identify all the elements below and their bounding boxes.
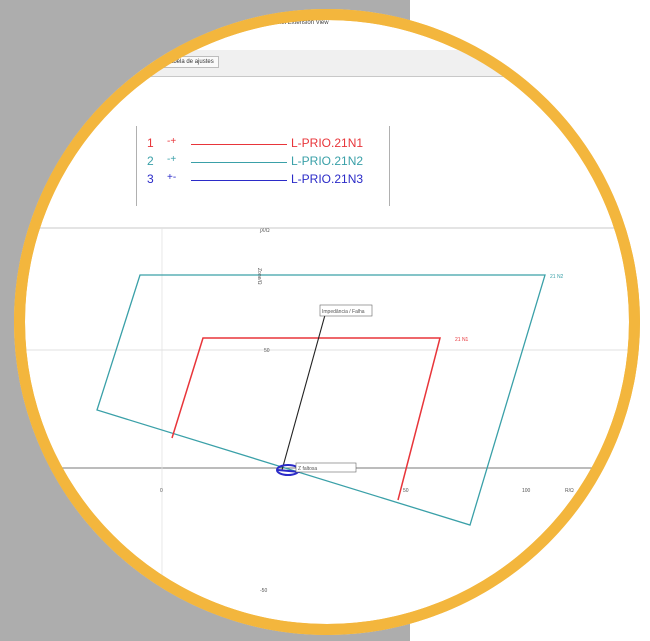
magnifier-lens: Tablet Extension View Tabela de ajustes (14, 9, 640, 635)
legend-item-label: L-PRIO.21N3 (291, 172, 364, 186)
legend: 1 -+ L-PRIO.21N1 2 -+ L-PRIO.21N2 3 +- L… (136, 126, 390, 206)
origin-box (295, 462, 357, 473)
zone2-polygon (96, 274, 546, 526)
legend-item-line (191, 180, 287, 181)
x-axis-label: R/Ω (565, 488, 574, 494)
x-tick-0: 0 (160, 488, 163, 494)
vertical-axis-label: Zone/Ω (256, 268, 262, 285)
tab-ajustes[interactable]: Tabela de ajustes (162, 56, 219, 68)
origin-label: Z faltosa (298, 466, 317, 472)
fault-box-label: Impedância / Falha (322, 309, 365, 315)
lens-content: Tablet Extension View Tabela de ajustes (14, 9, 640, 635)
legend-item-label: L-PRIO.21N2 (291, 154, 364, 168)
legend-item-number: 3 (147, 172, 154, 186)
fault-trajectory-line (281, 314, 326, 471)
mid-tick-label: 50 (264, 348, 270, 354)
legend-item-line (191, 162, 287, 163)
toolbar (14, 50, 640, 77)
zone1-polygon (171, 337, 441, 501)
fault-box (319, 304, 373, 317)
impedance-plot: Impedância / Falha Z faltosa jX/Ω Zone/Ω… (20, 227, 630, 620)
x-tick-2: 100 (522, 488, 531, 494)
legend-item-marker: +- (167, 172, 177, 183)
legend-item-number: 1 (147, 136, 154, 150)
zone1-label: 21 N1 (455, 337, 469, 343)
legend-item-number: 2 (147, 154, 154, 168)
legend-item-label: L-PRIO.21N1 (291, 136, 364, 150)
window-title: Tablet Extension View (270, 20, 329, 26)
top-axis-label: jX/Ω (259, 228, 270, 234)
legend-item-marker: -+ (167, 154, 177, 165)
x-tick-1: 50 (403, 488, 409, 494)
bottom-tick-label: -50 (260, 588, 267, 594)
legend-item-line (191, 144, 287, 145)
zone2-label: 21 N2 (550, 274, 564, 280)
legend-item-marker: -+ (167, 136, 177, 147)
